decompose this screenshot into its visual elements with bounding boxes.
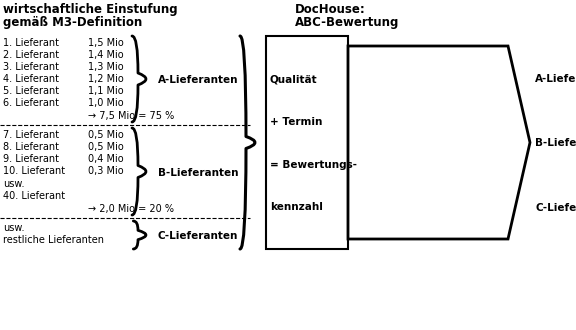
Text: usw.: usw.: [3, 179, 25, 189]
Text: = Bewertungs-: = Bewertungs-: [270, 160, 357, 170]
Text: 6. Lieferant: 6. Lieferant: [3, 98, 59, 108]
Text: → 2,0 Mio = 20 %: → 2,0 Mio = 20 %: [88, 204, 174, 214]
Text: Qualität: Qualität: [270, 75, 317, 84]
Text: usw.: usw.: [3, 223, 25, 233]
Text: 2. Lieferant: 2. Lieferant: [3, 50, 59, 60]
Text: 5. Lieferant: 5. Lieferant: [3, 86, 59, 96]
Text: 8. Lieferant: 8. Lieferant: [3, 142, 59, 152]
Text: 1,3 Mio: 1,3 Mio: [88, 62, 124, 72]
Text: wirtschaftliche Einstufung: wirtschaftliche Einstufung: [3, 3, 177, 16]
Text: 7. Lieferant: 7. Lieferant: [3, 130, 59, 140]
Text: 4. Lieferant: 4. Lieferant: [3, 74, 59, 84]
Text: C-Lieferanten: C-Lieferanten: [158, 231, 238, 241]
Text: 3. Lieferant: 3. Lieferant: [3, 62, 59, 72]
Text: 9. Lieferant: 9. Lieferant: [3, 154, 59, 164]
Text: 1,2 Mio: 1,2 Mio: [88, 74, 124, 84]
Text: 0,5 Mio: 0,5 Mio: [88, 142, 124, 152]
Text: 1. Lieferant: 1. Lieferant: [3, 38, 59, 48]
Text: 1,1 Mio: 1,1 Mio: [88, 86, 124, 96]
Text: kennzahl: kennzahl: [270, 202, 323, 213]
Text: 0,3 Mio: 0,3 Mio: [88, 166, 124, 176]
Text: restliche Lieferanten: restliche Lieferanten: [3, 235, 104, 245]
Text: 0,5 Mio: 0,5 Mio: [88, 130, 124, 140]
Text: ABC-Bewertung: ABC-Bewertung: [295, 16, 399, 29]
Text: A-Lieferanten: A-Lieferanten: [158, 75, 238, 85]
Text: 1,5 Mio: 1,5 Mio: [88, 38, 124, 48]
Text: 1,0 Mio: 1,0 Mio: [88, 98, 124, 108]
Text: B-Lieferanten: B-Lieferanten: [158, 168, 238, 178]
Text: → 7,5 Mio = 75 %: → 7,5 Mio = 75 %: [88, 111, 175, 121]
Text: 1,4 Mio: 1,4 Mio: [88, 50, 124, 60]
Text: DocHouse:: DocHouse:: [295, 3, 366, 16]
Text: C-Lieferant: C-Lieferant: [535, 203, 576, 213]
Polygon shape: [348, 46, 530, 239]
Text: B-Lieferant: B-Lieferant: [535, 139, 576, 148]
Text: + Termin: + Termin: [270, 117, 323, 127]
Text: 0,4 Mio: 0,4 Mio: [88, 154, 124, 164]
Text: gemäß M3-Definition: gemäß M3-Definition: [3, 16, 142, 29]
Text: A-Lieferant: A-Lieferant: [535, 74, 576, 84]
Bar: [266, 36, 348, 249]
Text: 40. Lieferant: 40. Lieferant: [3, 191, 65, 201]
Text: 10. Lieferant: 10. Lieferant: [3, 166, 65, 176]
